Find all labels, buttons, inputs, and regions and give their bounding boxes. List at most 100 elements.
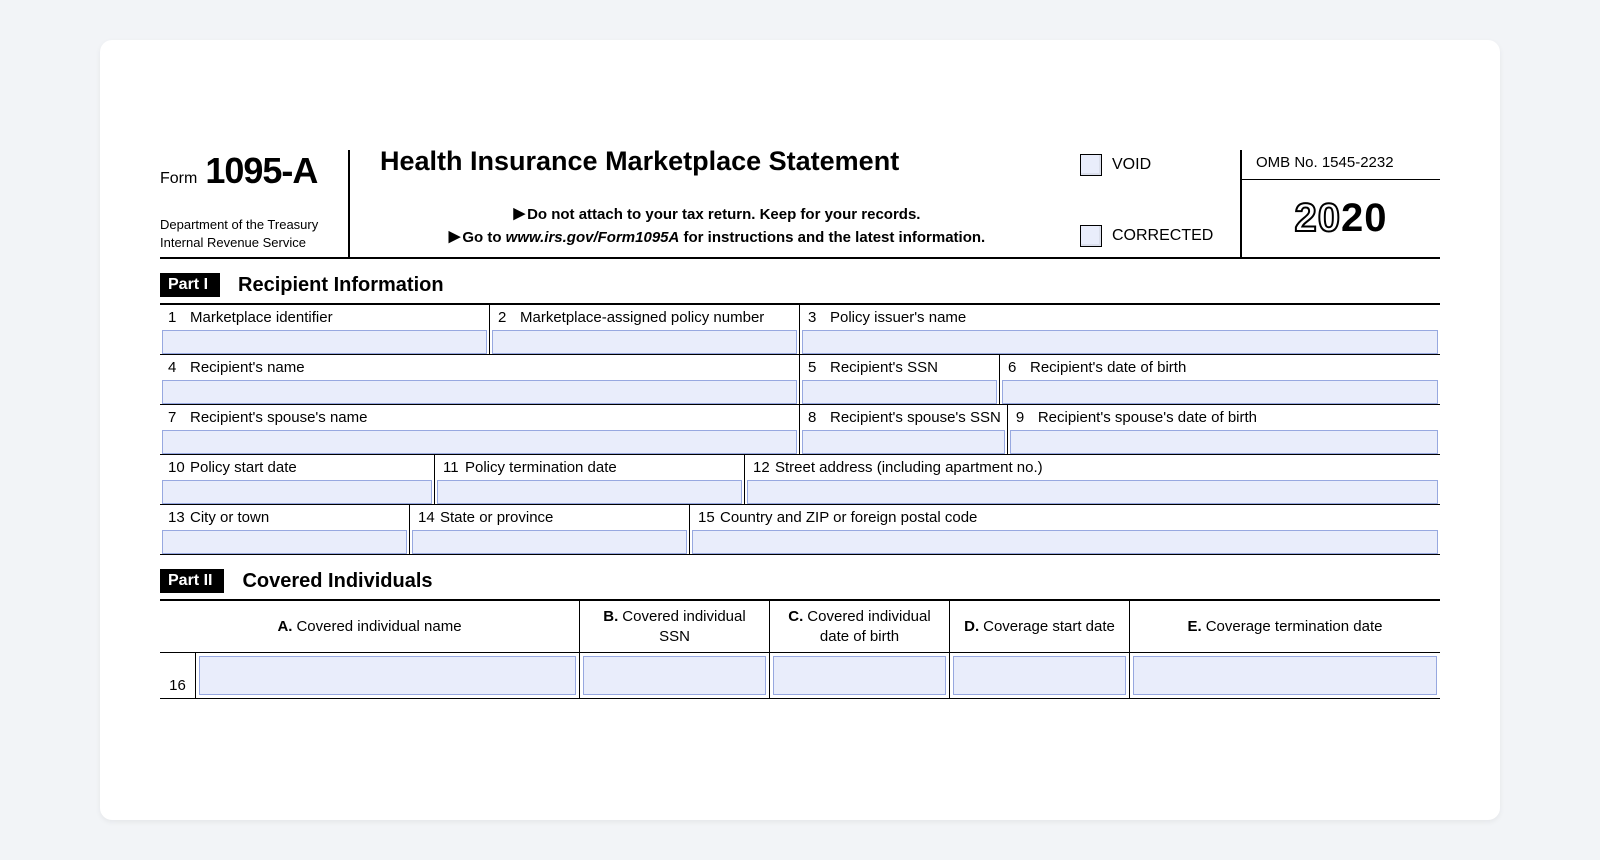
dept-line2: Internal Revenue Service	[160, 234, 334, 252]
field-1-input[interactable]	[162, 330, 487, 354]
field-15-label: Country and ZIP or foreign postal code	[720, 509, 977, 526]
header-checkboxes: VOID CORRECTED	[1070, 150, 1240, 257]
dept-line1: Department of the Treasury	[160, 216, 334, 234]
field-10: 10Policy start date	[160, 455, 435, 505]
header-left: Form 1095-A Department of the Treasury I…	[160, 150, 350, 257]
form-title: Health Insurance Marketplace Statement	[380, 146, 1054, 177]
void-label: VOID	[1112, 156, 1151, 174]
field-9: 9Recipient's spouse's date of birth	[1008, 405, 1440, 455]
row16-col-c	[770, 653, 950, 699]
year-solid: 20	[1341, 196, 1388, 241]
instruction-line2-prefix: Go to	[462, 229, 505, 246]
row16-col-b-input[interactable]	[583, 656, 766, 695]
part1-bar: Part I Recipient Information	[160, 259, 1440, 297]
corrected-checkbox-row: CORRECTED	[1080, 225, 1230, 247]
field-12-input[interactable]	[747, 480, 1438, 504]
field-12: 12Street address (including apartment no…	[745, 455, 1440, 505]
row16-col-d-input[interactable]	[953, 656, 1126, 695]
year-outline: 20	[1295, 196, 1342, 241]
p1-row-2: 4Recipient's name 5Recipient's SSN 6Reci…	[160, 355, 1440, 405]
field-2-input[interactable]	[492, 330, 797, 354]
col-c-header: C.Covered individual date of birth	[770, 601, 950, 652]
col-e-header: E.Coverage termination date	[1130, 601, 1440, 652]
field-10-input[interactable]	[162, 480, 432, 504]
header-right: OMB No. 1545-2232 2020	[1240, 150, 1440, 257]
part1-title: Recipient Information	[238, 274, 444, 297]
field-5: 5Recipient's SSN	[800, 355, 1000, 405]
field-13: 13City or town	[160, 505, 410, 555]
field-15-input[interactable]	[692, 530, 1438, 554]
instruction-site: www.irs.gov/Form1095A	[506, 229, 680, 246]
field-6-label: Recipient's date of birth	[1030, 359, 1186, 376]
field-5-input[interactable]	[802, 380, 997, 404]
p1-row-3: 7Recipient's spouse's name 8Recipient's …	[160, 405, 1440, 455]
field-11: 11Policy termination date	[435, 455, 745, 505]
field-1-label: Marketplace identifier	[190, 309, 333, 326]
field-7-label: Recipient's spouse's name	[190, 409, 368, 426]
row16-col-a-input[interactable]	[199, 656, 576, 695]
part2-row-16: 16	[160, 653, 1440, 699]
omb-number: OMB No. 1545-2232	[1242, 150, 1440, 180]
row16-col-d	[950, 653, 1130, 699]
field-3-input[interactable]	[802, 330, 1438, 354]
field-8-label: Recipient's spouse's SSN	[830, 409, 1001, 426]
row-number-16: 16	[160, 653, 196, 699]
field-14-input[interactable]	[412, 530, 687, 554]
part2-bar: Part II Covered Individuals	[160, 555, 1440, 593]
instruction-line1: Do not attach to your tax return. Keep f…	[527, 206, 920, 223]
field-1: 1Marketplace identifier	[160, 305, 490, 355]
void-checkbox[interactable]	[1080, 154, 1102, 176]
col-d-header: D.Coverage start date	[950, 601, 1130, 652]
field-4: 4Recipient's name	[160, 355, 800, 405]
field-11-label: Policy termination date	[465, 459, 617, 476]
col-b-header: B.Covered individual SSN	[580, 601, 770, 652]
row16-col-c-input[interactable]	[773, 656, 946, 695]
header-middle: Health Insurance Marketplace Statement ▶…	[350, 150, 1070, 257]
row16-col-e	[1130, 653, 1440, 699]
part2-header-row: A.Covered individual name B.Covered indi…	[160, 601, 1440, 653]
form-header: Form 1095-A Department of the Treasury I…	[160, 150, 1440, 259]
field-11-input[interactable]	[437, 480, 742, 504]
p1-row-4: 10Policy start date 11Policy termination…	[160, 455, 1440, 505]
instruction-line2-suffix: for instructions and the latest informat…	[679, 229, 985, 246]
part1-chip: Part I	[160, 273, 220, 297]
field-12-label: Street address (including apartment no.)	[775, 459, 1043, 476]
corrected-checkbox[interactable]	[1080, 225, 1102, 247]
field-2-label: Marketplace-assigned policy number	[520, 309, 764, 326]
field-15: 15Country and ZIP or foreign postal code	[690, 505, 1440, 555]
field-8-input[interactable]	[802, 430, 1005, 454]
field-7-input[interactable]	[162, 430, 797, 454]
row16-col-b	[580, 653, 770, 699]
field-6: 6Recipient's date of birth	[1000, 355, 1440, 405]
triangle-icon: ▶	[514, 203, 526, 226]
form-card: Form 1095-A Department of the Treasury I…	[100, 40, 1500, 820]
field-14: 14State or province	[410, 505, 690, 555]
form-year: 2020	[1242, 180, 1440, 257]
part2-title: Covered Individuals	[242, 570, 432, 593]
row16-col-a	[196, 653, 580, 699]
field-10-label: Policy start date	[190, 459, 297, 476]
field-7: 7Recipient's spouse's name	[160, 405, 800, 455]
row16-col-e-input[interactable]	[1133, 656, 1437, 695]
field-8: 8Recipient's spouse's SSN	[800, 405, 1008, 455]
p1-row-5: 13City or town 14State or province 15Cou…	[160, 505, 1440, 555]
p1-row-1: 1Marketplace identifier 2Marketplace-ass…	[160, 305, 1440, 355]
field-9-input[interactable]	[1010, 430, 1438, 454]
field-2: 2Marketplace-assigned policy number	[490, 305, 800, 355]
field-3-label: Policy issuer's name	[830, 309, 966, 326]
field-13-label: City or town	[190, 509, 269, 526]
void-checkbox-row: VOID	[1080, 154, 1230, 176]
field-4-input[interactable]	[162, 380, 797, 404]
corrected-label: CORRECTED	[1112, 227, 1213, 245]
field-13-input[interactable]	[162, 530, 407, 554]
field-5-label: Recipient's SSN	[830, 359, 938, 376]
form-word: Form	[160, 170, 197, 188]
part2-chip: Part II	[160, 569, 224, 593]
form-number: 1095-A	[205, 150, 317, 192]
field-4-label: Recipient's name	[190, 359, 305, 376]
triangle-icon: ▶	[449, 226, 461, 249]
field-9-label: Recipient's spouse's date of birth	[1038, 409, 1257, 426]
field-6-input[interactable]	[1002, 380, 1438, 404]
col-a-header: A.Covered individual name	[160, 601, 580, 652]
form-instructions: ▶Do not attach to your tax return. Keep …	[380, 204, 1054, 249]
